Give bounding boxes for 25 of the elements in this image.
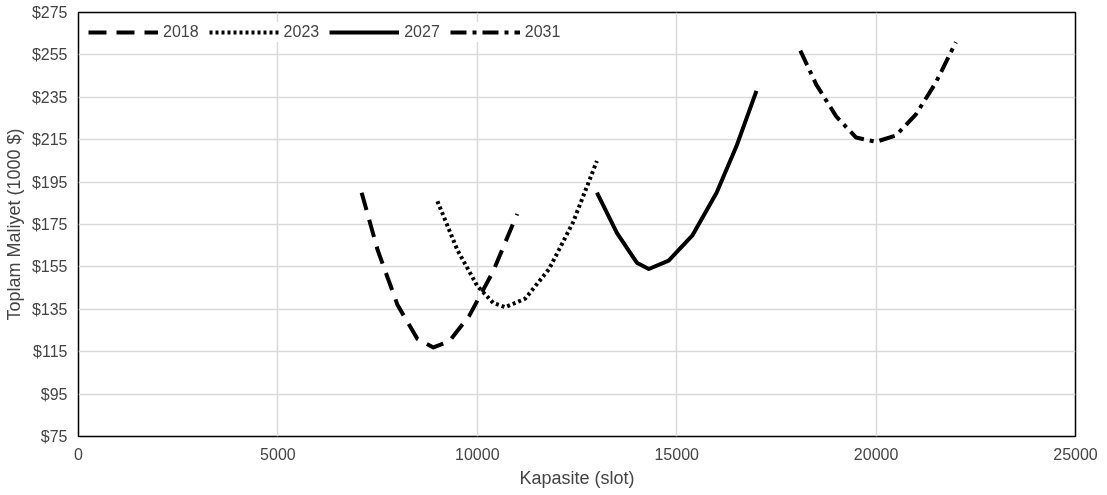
legend-label: 2031 (524, 23, 561, 41)
y-tick-label: $235 (31, 88, 68, 106)
y-tick-label: $135 (31, 300, 68, 318)
y-tick-label: $155 (31, 258, 68, 276)
x-tick-label: 15000 (654, 445, 700, 463)
legend-label: 2018 (163, 23, 199, 41)
x-tick-label: 10000 (455, 445, 500, 463)
x-axis-title: Kapasite (slot) (519, 467, 635, 488)
x-tick-label: 25000 (1053, 445, 1098, 463)
y-tick-label: $195 (31, 173, 68, 191)
legend-label: 2027 (404, 23, 440, 41)
y-tick-label: $95 (40, 385, 68, 403)
y-tick-label: $215 (31, 131, 68, 149)
x-tick-label: 20000 (853, 445, 899, 463)
line-series (594, 88, 759, 272)
x-tick-label: 5000 (260, 445, 296, 463)
y-tick-label: $275 (31, 4, 68, 21)
y-axis-title: Toplam Maliyet (1000 $) (3, 128, 24, 321)
y-tick-label: $75 (40, 428, 68, 445)
y-tick-label: $115 (33, 343, 68, 361)
legend-label: 2023 (283, 23, 320, 41)
y-tick-label: $175 (31, 216, 68, 233)
x-tick-label: 0 (74, 445, 84, 463)
y-tick-label: $255 (31, 46, 68, 64)
line-series (798, 40, 958, 144)
